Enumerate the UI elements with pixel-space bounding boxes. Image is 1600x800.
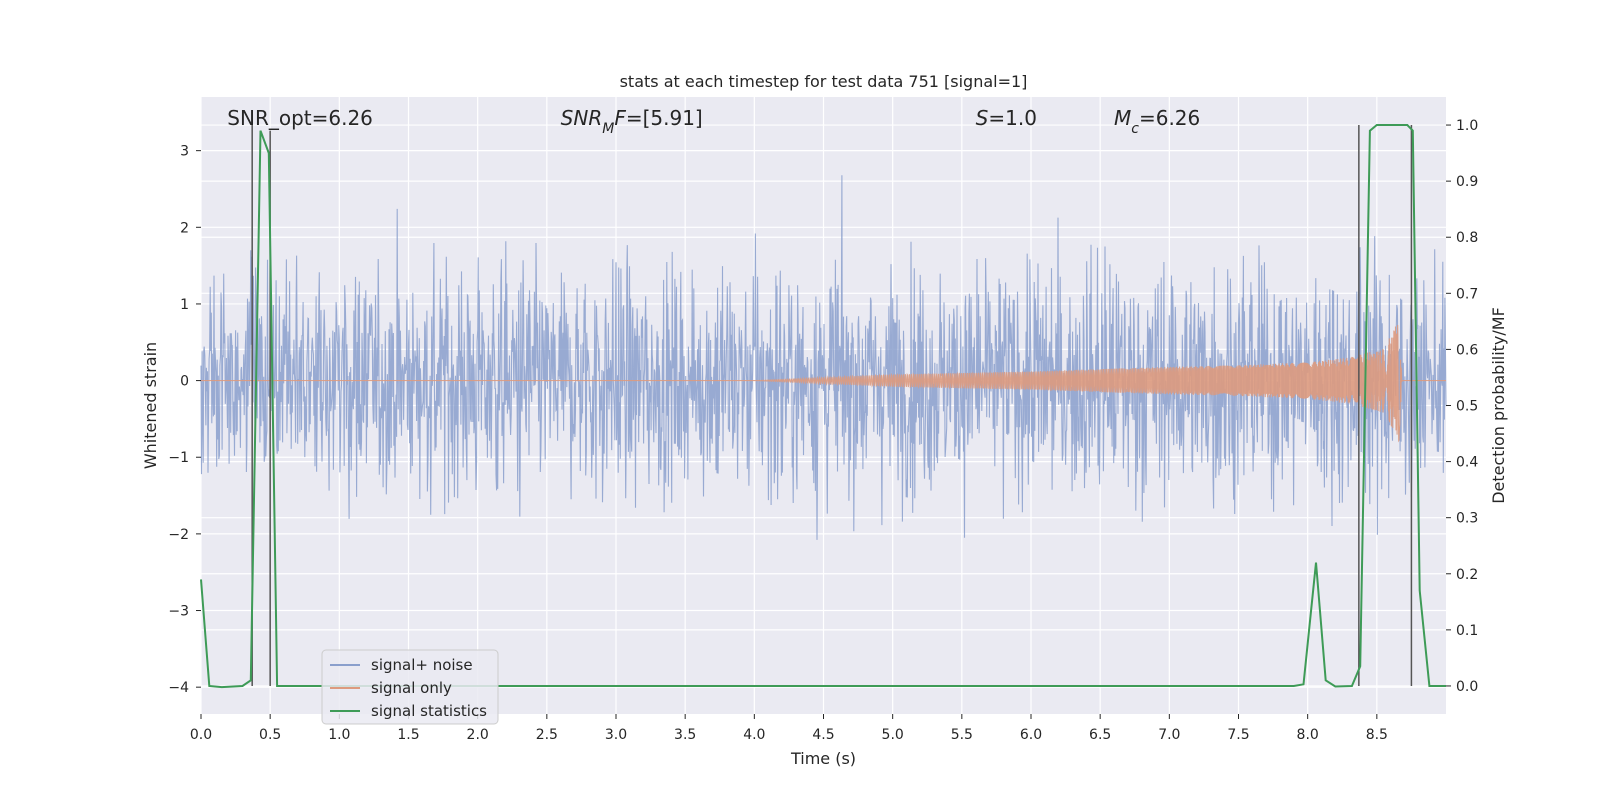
chart-title: stats at each timestep for test data 751… [620, 72, 1028, 91]
annotation-label: SNRMF=[5.91] [561, 106, 703, 137]
annotation-prefix: M [1114, 106, 1131, 130]
series-signal-only [201, 325, 1446, 443]
x-tick-label: 3.5 [674, 727, 696, 743]
y-left-tick-label: −2 [168, 527, 189, 543]
y-right-tick-label: 0.2 [1456, 567, 1478, 583]
y-axis-left-ticks: −4 −3 −2 −1 0 1 2 3 [168, 144, 201, 696]
annotation-prefix: SNR [561, 106, 603, 130]
x-tick-label: 6.5 [1089, 727, 1111, 743]
noise-trace [200, 175, 1447, 540]
x-tick-label: 7.5 [1227, 727, 1249, 743]
y-axis-right-ticks: 0.0 0.1 0.2 0.3 0.4 0.5 0.6 0.7 0.8 0.9 1.0 [1446, 118, 1478, 695]
y-left-tick-label: 3 [180, 144, 189, 160]
y-left-tick-label: 0 [180, 374, 189, 390]
x-axis-label: Time (s) [790, 749, 856, 768]
legend: signal+ noise signal only signal statistic… [321, 649, 499, 725]
annotation-label: SNR_opt=6.26 [227, 106, 373, 130]
y-right-tick-label: 0.5 [1456, 399, 1478, 415]
series-signal-statistics [200, 124, 1446, 689]
x-tick-label: 1.5 [397, 727, 419, 743]
annotations: SNR_opt=6.26 SNRMF=[5.91] S=1.0 Mc=6.26 [227, 106, 1200, 137]
x-axis-ticks: 0.0 0.5 1.0 1.5 2.0 2.5 3.0 3.5 4.0 4.5 5.0 5.5 6.0 6… [190, 714, 1388, 743]
y-left-tick-label: −4 [168, 680, 189, 696]
x-tick-label: 8.5 [1366, 727, 1388, 743]
signal-trace [201, 325, 1446, 443]
x-tick-label: 2.5 [536, 727, 558, 743]
series-signal-plus-noise [200, 175, 1447, 540]
x-tick-label: 5.5 [951, 727, 973, 743]
annotation-suffix-italic: F [614, 106, 626, 130]
annotation-prefix: SNR_opt [227, 106, 311, 130]
annotation-label: Mc=6.26 [1114, 106, 1200, 137]
x-tick-label: 5.0 [882, 727, 904, 743]
x-tick-label: 0.5 [259, 727, 281, 743]
y-axis-left-label: Whitened strain [141, 342, 160, 469]
x-tick-label: 6.0 [1020, 727, 1042, 743]
annotation-suffix: =6.26 [312, 106, 373, 130]
legend-label: signal+ noise [371, 656, 473, 674]
x-tick-label: 2.0 [467, 727, 489, 743]
y-right-tick-label: 0.0 [1456, 679, 1478, 695]
x-tick-label: 8.0 [1297, 727, 1319, 743]
annotation-prefix: S [976, 106, 989, 130]
y-right-tick-label: 0.7 [1456, 286, 1478, 302]
y-right-tick-label: 0.9 [1456, 174, 1478, 190]
legend-label: signal statistics [371, 702, 487, 720]
y-left-tick-label: −1 [168, 450, 189, 466]
x-tick-label: 4.0 [743, 727, 765, 743]
y-left-tick-label: 1 [180, 297, 189, 313]
x-tick-label: 3.0 [605, 727, 627, 743]
y-right-tick-label: 0.3 [1456, 511, 1478, 527]
y-right-tick-label: 0.4 [1456, 455, 1478, 471]
y-left-tick-label: 2 [180, 220, 189, 236]
annotation-subscript: c [1131, 121, 1139, 137]
annotation-subscript: M [602, 121, 614, 137]
annotation-label: S=1.0 [976, 106, 1037, 130]
y-right-tick-label: 0.8 [1456, 230, 1478, 246]
y-axis-right-label: Detection probability/MF [1489, 307, 1508, 504]
y-right-tick-label: 0.6 [1456, 342, 1478, 358]
annotation-suffix-rest: =[5.91] [626, 106, 703, 130]
annotation-suffix: =6.26 [1139, 106, 1200, 130]
y-right-tick-label: 0.1 [1456, 623, 1478, 639]
x-tick-label: 1.0 [328, 727, 350, 743]
annotation-suffix: =1.0 [988, 106, 1037, 130]
x-tick-label: 4.5 [812, 727, 834, 743]
statistics-trace [200, 124, 1446, 689]
y-left-tick-label: −3 [168, 604, 189, 620]
legend-box [321, 649, 499, 725]
grid [200, 97, 1446, 714]
x-tick-label: 7.0 [1158, 727, 1180, 743]
legend-label: signal only [371, 679, 452, 697]
y-right-tick-label: 1.0 [1456, 118, 1478, 134]
x-tick-label: 0.0 [190, 727, 212, 743]
